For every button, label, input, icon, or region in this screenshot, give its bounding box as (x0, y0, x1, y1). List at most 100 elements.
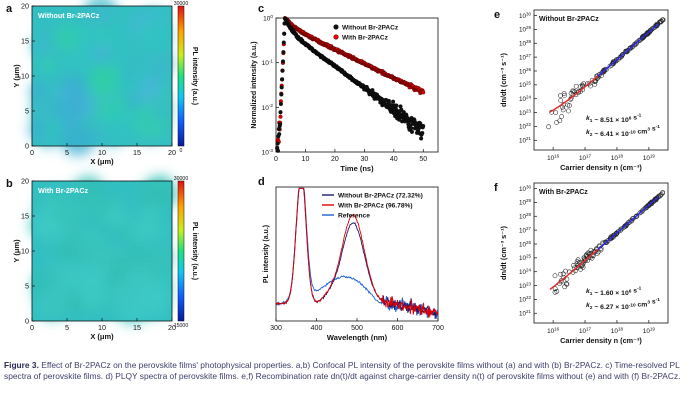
c-point (280, 68, 285, 73)
d-xtick-label: 400 (311, 325, 323, 332)
e-point (561, 91, 567, 96)
map-a-ytick-label: 15 (21, 37, 29, 46)
map-a-grain (83, 0, 118, 30)
map-a-grain (86, 68, 117, 99)
map-a-texture (28, 0, 173, 157)
map-b-xtick-label: 10 (98, 323, 106, 332)
map-a-title: Without Br-2PACz (38, 11, 100, 20)
figure-caption: Figure 3. Effect of Br-2PACz on the pero… (4, 360, 684, 382)
e-point (566, 108, 571, 114)
e-ytick-label: 1030 (519, 11, 532, 20)
map-a-grain (64, 46, 96, 78)
colorbar-a-label: PL intensity (a.u.) (191, 47, 198, 105)
f-point (574, 261, 580, 267)
map-a-ytick-label: 10 (21, 72, 29, 81)
map-a-grain (135, 18, 171, 54)
c-xtick-label: 30 (360, 156, 368, 163)
c-point (409, 129, 415, 134)
e-point (657, 19, 662, 25)
f-ytick-label: 1030 (519, 184, 532, 193)
f-ytick-label: 1022 (519, 295, 532, 304)
c-point (391, 99, 396, 104)
panel-e: e 1016 1017 1018 1019 1021 1022 1023 1024 1025 102… (494, 9, 669, 172)
map-b-grain (109, 282, 128, 300)
c-legend-marker (333, 24, 339, 30)
c-point (280, 59, 286, 64)
f-point (552, 286, 558, 292)
e-point (624, 48, 630, 54)
f-xtick-label: 1016 (547, 326, 560, 335)
f-fit-k1 (549, 244, 604, 291)
colorbar-b-max: 30000 (174, 176, 189, 182)
f-xtick-label: 1017 (579, 326, 592, 335)
d-legend-label: Without Br-2PACz (72.32%) (338, 193, 423, 200)
f-ytick-label: 1027 (519, 226, 532, 235)
f-point (583, 252, 589, 258)
c-legend-label: With Br-2PACz (342, 35, 389, 42)
c-point (398, 104, 403, 109)
f-point (660, 190, 665, 196)
c-point (419, 136, 424, 141)
map-b-grain (103, 202, 130, 229)
e-point (557, 118, 563, 124)
map-b-xtick-label: 5 (65, 323, 69, 332)
c-point (409, 126, 414, 131)
e-point (581, 81, 587, 87)
colorbar-a-max: 30000 (174, 1, 189, 7)
e-point (634, 41, 639, 46)
f-point (589, 255, 595, 261)
f-point (579, 259, 585, 265)
map-b-grain (147, 244, 174, 271)
panel-c: c 0 10 20 30 40 50 100 10-1 10-2 10-3 Time (ns) Norm… (251, 3, 439, 173)
e-point (560, 104, 565, 110)
map-a-xtick-label: 20 (168, 148, 176, 157)
map-b-ytick-label: 0 (25, 317, 29, 326)
e-ytick-label: 1029 (519, 25, 532, 34)
e-title: Without Br-2PACz (539, 16, 599, 23)
map-a-grain (29, 82, 47, 100)
panel-f: f 1016 1017 1018 1019 1021 1022 1023 1024 1025 102… (494, 182, 669, 345)
map-a-grain (40, 56, 56, 72)
e-point (648, 28, 654, 33)
c-ytick-label: 10-3 (262, 148, 274, 157)
c-point (420, 130, 425, 136)
panel-e-letter: e (494, 9, 500, 21)
c-point (280, 77, 285, 82)
f-ytick-label: 1026 (519, 240, 532, 249)
f-point (564, 276, 570, 282)
e-ytick-label: 1021 (519, 136, 532, 145)
map-b-xtick-label: 20 (168, 323, 176, 332)
f-point (560, 271, 566, 277)
e-xlabel: Carrier density n (cm⁻³) (560, 163, 642, 172)
f-k2-label: k2 ~ 6.27 × 10-10 cm3 s-1 (586, 297, 660, 311)
c-ytick-label: 100 (263, 14, 273, 23)
map-b-xlabel: X (μm) (90, 332, 114, 341)
f-point (558, 278, 564, 283)
f-ylabel: dn/dt (cm⁻³ s⁻¹) (499, 225, 508, 279)
e-point (549, 109, 554, 115)
map-b-ytick-label: 20 (21, 177, 29, 186)
c-point (278, 122, 283, 127)
f-point (626, 220, 632, 226)
c-xlabel: Time (ns) (340, 164, 374, 173)
f-ytick-label: 1024 (519, 267, 532, 276)
e-xtick-label: 1019 (643, 153, 656, 162)
e-point (588, 83, 593, 89)
f-point (656, 193, 662, 199)
c-point (386, 98, 391, 103)
colorbar-b-min: 15000 (174, 323, 189, 329)
f-point (643, 205, 649, 211)
e-point (558, 98, 564, 103)
map-b-grain (46, 261, 60, 274)
caption-text: Effect of Br-2PACz on the perovskite fil… (4, 360, 681, 382)
map-b-title: With Br-2PACz (38, 186, 89, 195)
map-a-xlabel: X (μm) (90, 157, 114, 166)
f-points (552, 190, 666, 295)
f-point (562, 284, 568, 290)
c-point (282, 31, 287, 36)
f-point (648, 200, 654, 206)
e-point (627, 45, 633, 51)
map-a-xtick-label: 0 (30, 148, 34, 157)
e-k1-label: k1 ~ 8.51 × 106 s-1 (586, 113, 642, 124)
f-xlabel: Carrier density n (cm⁻³) (560, 336, 642, 345)
